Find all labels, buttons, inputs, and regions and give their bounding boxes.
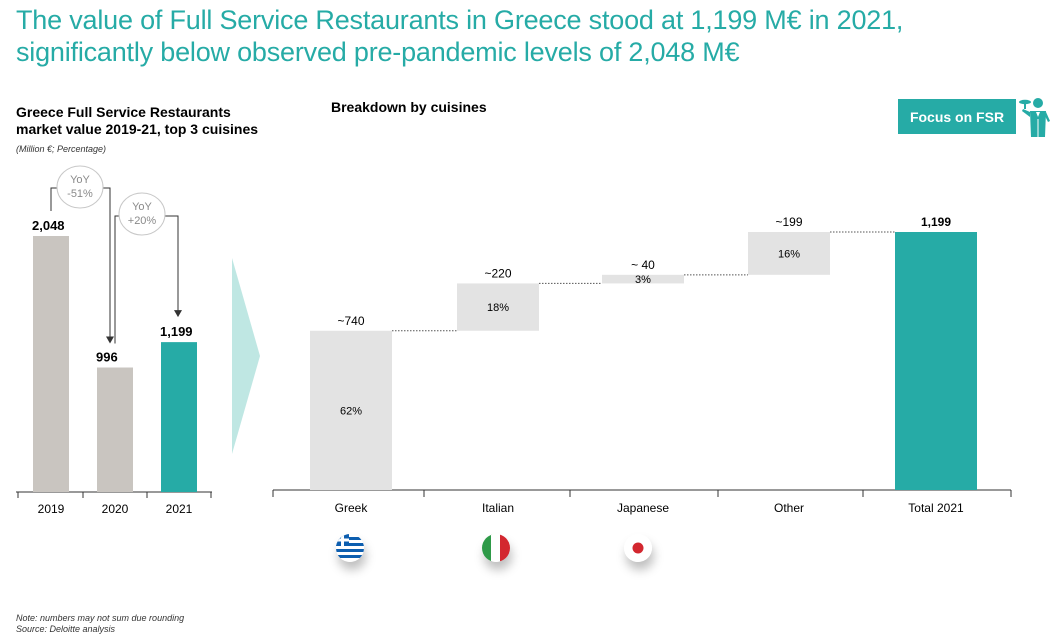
page-title: The value of Full Service Restaurants in… [16, 4, 1046, 68]
waterfall-category-label: Other [774, 501, 804, 515]
focus-fsr-badge: Focus on FSR [898, 99, 1016, 134]
waterfall-category-label: Japanese [617, 501, 669, 515]
x-tick-label: 2021 [166, 502, 193, 516]
yoy-bubble [118, 192, 166, 236]
x-tick-label: 2019 [38, 502, 65, 516]
waterfall-value-label: ~220 [484, 266, 511, 280]
x-tick-label: 2020 [102, 502, 129, 516]
greece-flag-icon [336, 534, 364, 562]
yoy-label-line1: YoY [70, 174, 90, 186]
yoy-arrowhead [106, 336, 114, 344]
left-chart-title-line1: Greece Full Service Restaurants [16, 104, 231, 120]
waterfall-category-label: Total 2021 [908, 501, 964, 515]
yoy-label-line1: YoY [132, 201, 152, 213]
footnote: Note: numbers may not sum due rounding S… [16, 613, 184, 635]
waterfall-percent-label: 3% [635, 274, 651, 286]
waiter-icon [1019, 98, 1050, 137]
page-title-line2: significantly below observed pre-pandemi… [16, 37, 740, 67]
waterfall-category-label: Italian [482, 501, 514, 515]
italy-flag-icon [482, 534, 510, 562]
yoy-label-line2: -51% [67, 188, 93, 200]
waterfall-bar-total-2021 [895, 232, 977, 490]
japan-flag-icon [624, 534, 652, 562]
bar-value-label: 1,199 [160, 324, 193, 339]
waterfall-value-label: ~ 40 [631, 258, 655, 272]
waterfall-bar-italian [457, 283, 539, 331]
waterfall-category-label: Greek [335, 501, 369, 515]
footnote-note: Note: numbers may not sum due rounding [16, 613, 185, 623]
left-chart-subtitle: (Million €; Percentage) [16, 144, 107, 154]
bar-value-label: 2,048 [32, 218, 65, 233]
waterfall-chart: ~740 62% Greek ~220 18% Italian ~ 40 3% Japanese… [272, 215, 1012, 515]
left-chart-title-line2: market value 2019-21, top 3 cuisines [16, 121, 259, 137]
transition-arrow [232, 258, 260, 454]
waterfall-bar-japanese [602, 274, 684, 284]
bar-value-label: 996 [96, 350, 118, 365]
yoy-bubble [56, 165, 104, 209]
waterfall-bar-greek [310, 330, 392, 490]
waterfall-percent-label: 16% [778, 248, 800, 260]
left-chart-title: Greece Full Service Restaurants market v… [16, 104, 258, 138]
waterfall-percent-label: 18% [487, 302, 509, 314]
page-title-line1: The value of Full Service Restaurants in… [16, 5, 904, 35]
bar-2021 [161, 342, 197, 492]
left-bar-chart: 2,048 2019 996 2020 1,199 2021 YoY -51% YoY +20% [16, 165, 212, 516]
right-chart-title: Breakdown by cuisines [331, 99, 487, 115]
waterfall-value-label: ~740 [337, 314, 364, 328]
yoy-label-line2: +20% [128, 215, 157, 227]
waterfall-bar-other [748, 232, 830, 275]
waterfall-percent-label: 62% [340, 405, 362, 417]
bar-2019 [33, 236, 69, 492]
yoy-arrowhead [174, 310, 182, 318]
waterfall-value-label: ~199 [775, 215, 802, 229]
bar-2020 [97, 367, 133, 492]
footnote-source: Source: Deloitte analysis [16, 624, 116, 634]
waterfall-value-label: 1,199 [921, 215, 951, 229]
